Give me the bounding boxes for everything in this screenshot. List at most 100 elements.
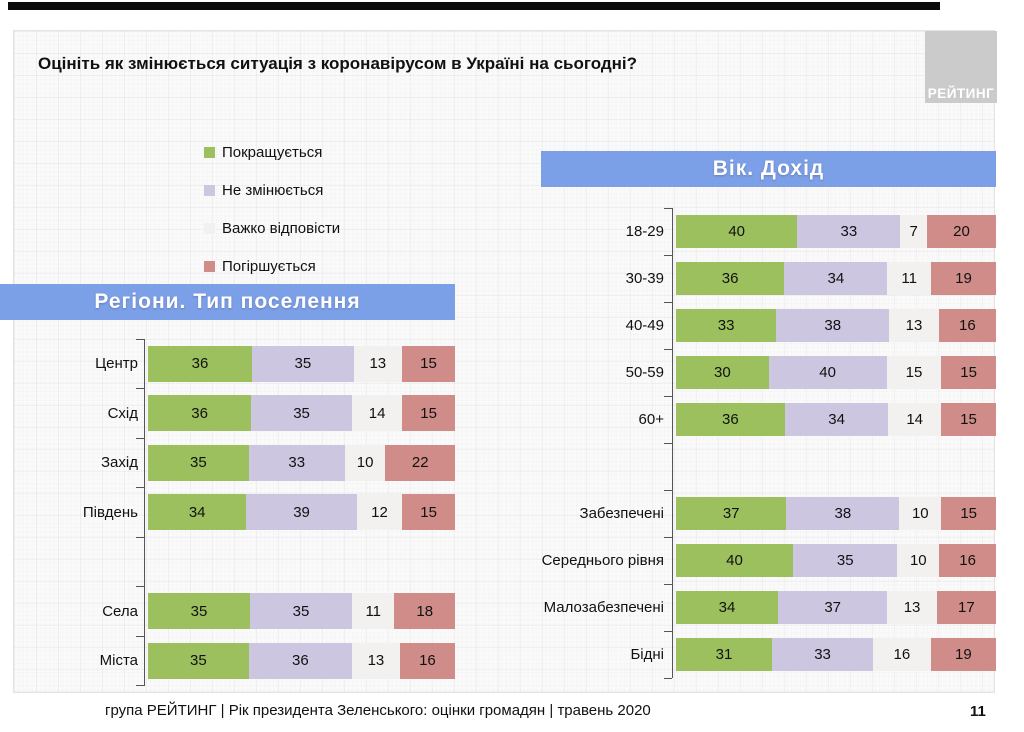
chart-rows: 18-29 40 33 7 20 30-39 36 34 11 19 40-49 33 38 13 16 50… [540, 207, 997, 679]
legend-label: Погіршується [222, 258, 316, 275]
stacked-bar: 30 40 15 15 [676, 356, 996, 389]
axis-tick [136, 487, 144, 488]
bar-segment: 22 [385, 444, 456, 481]
stacked-bar: 35 36 13 16 [148, 642, 455, 679]
stacked-bar: 31 33 16 19 [676, 638, 996, 671]
axis-tick [664, 677, 672, 679]
chart-legend: Покращується Не змінюється Важко відповіст… [204, 144, 340, 297]
category-axis-line [672, 208, 673, 678]
bar-segment: 15 [402, 395, 455, 432]
page-title: Оцініть як змінюється ситуація з коронав… [38, 54, 638, 73]
axis-tick [136, 635, 144, 637]
axis-tick [664, 536, 672, 538]
bar-row: Південь 34 39 12 15 [40, 488, 455, 538]
bar-segment: 35 [148, 593, 251, 630]
bar-segment: 37 [777, 591, 888, 624]
legend-item: Не змінюється [204, 182, 340, 199]
regions-settlement-chart: Центр 36 35 13 15 Схід 36 35 14 15 Захід 35 33 10 22 Пі… [40, 338, 456, 686]
bar-segment: 38 [786, 497, 900, 530]
bar-row: 40-49 33 38 13 16 [540, 302, 996, 349]
row-label: Середнього рівня [541, 552, 664, 569]
bar-segment: 15 [886, 356, 942, 389]
row-label: Забезпечені [579, 505, 664, 522]
bar-segment: 31 [676, 638, 772, 671]
bar-row: Захід 35 33 10 22 [40, 438, 456, 488]
bar-segment: 20 [927, 215, 996, 248]
bar-row: Забезпечені 37 38 10 15 [540, 490, 996, 537]
stacked-bar: 35 35 11 18 [148, 593, 455, 630]
axis-tick [664, 254, 672, 256]
page-number: 11 [970, 703, 986, 720]
bar-row: Міста 35 36 13 16 [40, 636, 455, 686]
axis-tick [136, 586, 144, 587]
legend-swatch [204, 185, 215, 196]
bar-row: 60+ 36 34 14 15 [540, 396, 996, 443]
bar-segment: 11 [352, 593, 395, 630]
legend-swatch [204, 223, 215, 234]
bar-segment: 10 [899, 497, 942, 530]
stacked-bar: 40 33 7 20 [676, 215, 996, 248]
stacked-bar: 36 34 11 19 [676, 262, 996, 295]
bar-segment: 38 [776, 309, 890, 342]
axis-tick [664, 583, 672, 585]
bar-segment: 35 [148, 642, 249, 679]
right-chart-title-banner: Вік. Дохід [541, 151, 996, 187]
bar-segment: 13 [351, 642, 400, 679]
stacked-bar: 35 33 10 22 [148, 444, 456, 481]
legend-label: Не змінюється [222, 182, 324, 199]
row-label: Схід [107, 404, 138, 422]
bar-segment: 35 [252, 345, 354, 382]
bar-segment: 19 [930, 262, 996, 295]
axis-tick [136, 536, 144, 538]
stacked-bar: 34 37 13 17 [676, 591, 996, 624]
bar-segment: 34 [784, 403, 889, 436]
bar-segment: 33 [771, 638, 874, 671]
bar-segment: 14 [888, 403, 941, 436]
bar-segment: 39 [246, 494, 357, 531]
row-label: Захід [101, 454, 138, 472]
bar-row: 30-39 36 34 11 19 [540, 255, 996, 302]
stacked-bar: 34 39 12 15 [148, 494, 455, 531]
bar-segment: 16 [873, 638, 931, 671]
row-label: 50-59 [625, 364, 664, 381]
top-black-bar [8, 2, 940, 10]
bar-row: Села 35 35 11 18 [40, 587, 455, 637]
bar-row: Бідні 31 33 16 19 [540, 631, 996, 678]
bar-segment: 35 [792, 544, 898, 577]
bar-segment: 33 [676, 309, 777, 342]
bar-segment: 34 [784, 262, 888, 295]
stacked-bar: 40 35 10 16 [676, 544, 997, 577]
bar-segment: 36 [676, 403, 785, 436]
bar-row: Центр 36 35 13 15 [40, 339, 455, 389]
axis-tick [664, 348, 672, 350]
bar-segment: 36 [248, 642, 352, 679]
bar-segment: 15 [941, 356, 996, 389]
bar-segment: 36 [676, 262, 785, 295]
left-chart-title-banner: Регіони. Тип поселення [0, 284, 455, 320]
rating-logo-label: РЕЙТИНГ [927, 86, 995, 101]
bar-segment: 30 [676, 356, 769, 389]
axis-tick [136, 437, 144, 439]
bar-segment: 12 [356, 494, 403, 531]
legend-swatch [204, 147, 215, 158]
stacked-bar: 36 34 14 15 [676, 403, 996, 436]
row-label: 40-49 [625, 317, 664, 334]
bar-row: Схід 36 35 14 15 [40, 389, 455, 439]
bar-segment: 40 [676, 215, 798, 248]
row-label: Міста [99, 652, 138, 670]
bar-segment: 15 [941, 497, 996, 530]
bar-segment: 35 [251, 395, 352, 432]
bar-segment: 37 [676, 497, 787, 530]
bar-segment: 18 [394, 593, 455, 630]
axis-tick [136, 388, 144, 389]
bar-segment: 35 [148, 444, 249, 481]
stacked-bar: 36 35 14 15 [148, 395, 455, 432]
row-label: 30-39 [625, 270, 664, 287]
bar-segment: 15 [402, 494, 455, 531]
rating-group-logo: РЕЙТИНГ [925, 31, 997, 103]
bar-row-spacer [540, 443, 996, 490]
bar-segment: 36 [148, 345, 253, 382]
row-label: Південь [82, 503, 138, 521]
legend-item: Важко відповісти [204, 220, 340, 237]
bar-segment: 34 [148, 494, 247, 531]
